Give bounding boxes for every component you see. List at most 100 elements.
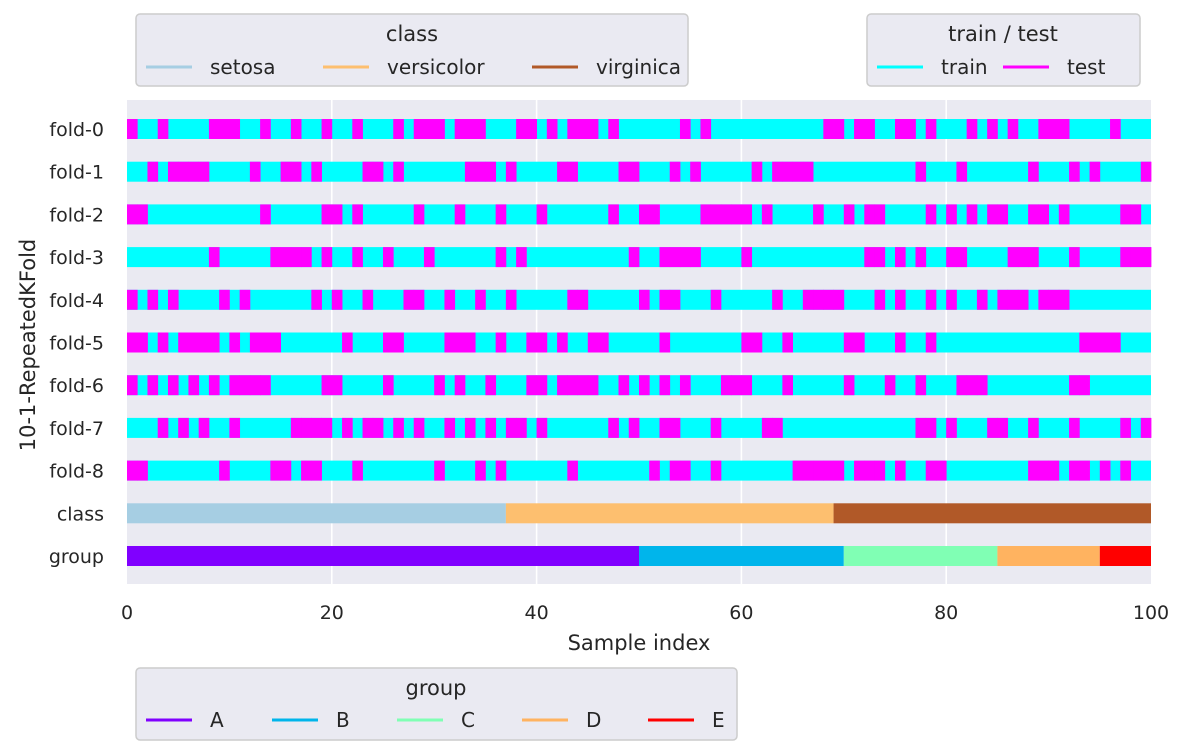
fold-test-cell bbox=[823, 119, 834, 139]
fold-test-cell bbox=[1069, 161, 1080, 182]
fold-test-cell bbox=[137, 460, 148, 481]
group-segment bbox=[1099, 546, 1151, 566]
fold-test-cell bbox=[495, 204, 507, 225]
fold-test-cell bbox=[526, 119, 537, 139]
fold-test-cell bbox=[362, 417, 374, 438]
fold-test-cell bbox=[311, 161, 322, 182]
fold-test-cell bbox=[362, 289, 374, 310]
fold-test-cell bbox=[516, 119, 527, 139]
fold-test-cell bbox=[782, 332, 793, 353]
fold-test-cell bbox=[659, 417, 671, 438]
fold-test-cell bbox=[352, 247, 363, 268]
fold-test-cell bbox=[925, 417, 937, 438]
fold-test-cell bbox=[1069, 375, 1080, 396]
fold-test-cell bbox=[710, 289, 722, 310]
fold-test-cell bbox=[1007, 289, 1019, 310]
fold-test-cell bbox=[157, 332, 169, 353]
fold-test-cell bbox=[536, 204, 548, 225]
fold-test-cell bbox=[1089, 332, 1101, 353]
fold-test-cell bbox=[301, 460, 312, 481]
fold-test-cell bbox=[751, 332, 763, 353]
fold-test-cell bbox=[444, 332, 456, 353]
fold-test-cell bbox=[127, 204, 138, 225]
y-tick-label: class bbox=[57, 503, 104, 525]
fold-test-cell bbox=[987, 119, 998, 139]
fold-test-cell bbox=[1048, 289, 1060, 310]
fold-test-cell bbox=[147, 161, 159, 182]
fold-test-cell bbox=[761, 417, 773, 438]
fold-test-cell bbox=[659, 247, 671, 268]
fold-test-cell bbox=[157, 417, 169, 438]
fold-test-cell bbox=[208, 332, 220, 353]
fold-test-cell bbox=[925, 460, 937, 481]
fold-test-cell bbox=[342, 332, 353, 353]
fold-test-cell bbox=[925, 204, 937, 225]
fold-test-cell bbox=[813, 289, 824, 310]
fold-test-cell bbox=[127, 332, 138, 353]
fold-test-cell bbox=[966, 375, 978, 396]
bars-layer bbox=[127, 119, 1152, 566]
fold-test-cell bbox=[884, 375, 896, 396]
fold-test-cell bbox=[1120, 204, 1131, 225]
fold-test-cell bbox=[649, 204, 660, 225]
fold-test-cell bbox=[321, 119, 333, 139]
fold-test-cell bbox=[679, 247, 691, 268]
fold-test-cell bbox=[741, 375, 753, 396]
y-tick-label: fold-4 bbox=[49, 290, 104, 312]
fold-test-cell bbox=[976, 289, 988, 310]
fold-test-cell bbox=[516, 247, 527, 268]
fold-test-cell bbox=[966, 119, 978, 139]
fold-test-cell bbox=[383, 332, 394, 353]
fold-test-cell bbox=[301, 247, 312, 268]
fold-test-cell bbox=[772, 161, 783, 182]
fold-test-cell bbox=[280, 460, 292, 481]
fold-test-cell bbox=[772, 289, 783, 310]
fold-test-cell bbox=[669, 417, 681, 438]
fold-test-cell bbox=[987, 204, 998, 225]
fold-test-cell bbox=[587, 332, 599, 353]
fold-test-cell bbox=[1069, 247, 1080, 268]
fold-test-cell bbox=[1028, 460, 1039, 481]
fold-test-cell bbox=[608, 204, 619, 225]
fold-test-cell bbox=[925, 332, 937, 353]
fold-test-cell bbox=[843, 332, 855, 353]
fold-test-cell bbox=[413, 204, 425, 225]
fold-test-cell bbox=[669, 460, 681, 481]
fold-test-cell bbox=[956, 247, 968, 268]
group-segment bbox=[127, 546, 639, 566]
fold-test-cell bbox=[464, 417, 476, 438]
fold-test-cell bbox=[229, 119, 241, 139]
fold-test-cell bbox=[260, 332, 271, 353]
fold-test-cell bbox=[413, 417, 425, 438]
fold-test-cell bbox=[710, 417, 722, 438]
fold-test-cell bbox=[1038, 289, 1049, 310]
fold-test-cell bbox=[946, 247, 957, 268]
fold-test-cell bbox=[976, 375, 988, 396]
fold-test-cell bbox=[475, 119, 486, 139]
fold-test-cell bbox=[127, 289, 138, 310]
fold-test-cell bbox=[290, 247, 302, 268]
fold-test-cell bbox=[946, 204, 957, 225]
fold-test-cell bbox=[270, 460, 281, 481]
fold-test-cell bbox=[1099, 460, 1111, 481]
fold-test-cell bbox=[249, 375, 261, 396]
fold-test-cell bbox=[383, 375, 394, 396]
y-tick-label: fold-0 bbox=[49, 119, 104, 141]
fold-test-cell bbox=[229, 375, 241, 396]
fold-test-cell bbox=[628, 247, 640, 268]
fold-test-cell bbox=[1058, 289, 1070, 310]
class-segment bbox=[833, 503, 1151, 524]
fold-test-cell bbox=[1140, 417, 1152, 438]
fold-test-cell bbox=[290, 417, 302, 438]
fold-test-cell bbox=[669, 247, 681, 268]
fold-test-cell bbox=[874, 247, 886, 268]
fold-test-cell bbox=[505, 289, 517, 310]
fold-test-cell bbox=[208, 119, 220, 139]
fold-test-cell bbox=[966, 204, 978, 225]
fold-test-cell bbox=[321, 375, 333, 396]
x-axis-label: Sample index bbox=[568, 631, 711, 655]
fold-test-cell bbox=[864, 119, 875, 139]
fold-test-cell bbox=[833, 460, 845, 481]
fold-test-cell bbox=[567, 375, 578, 396]
